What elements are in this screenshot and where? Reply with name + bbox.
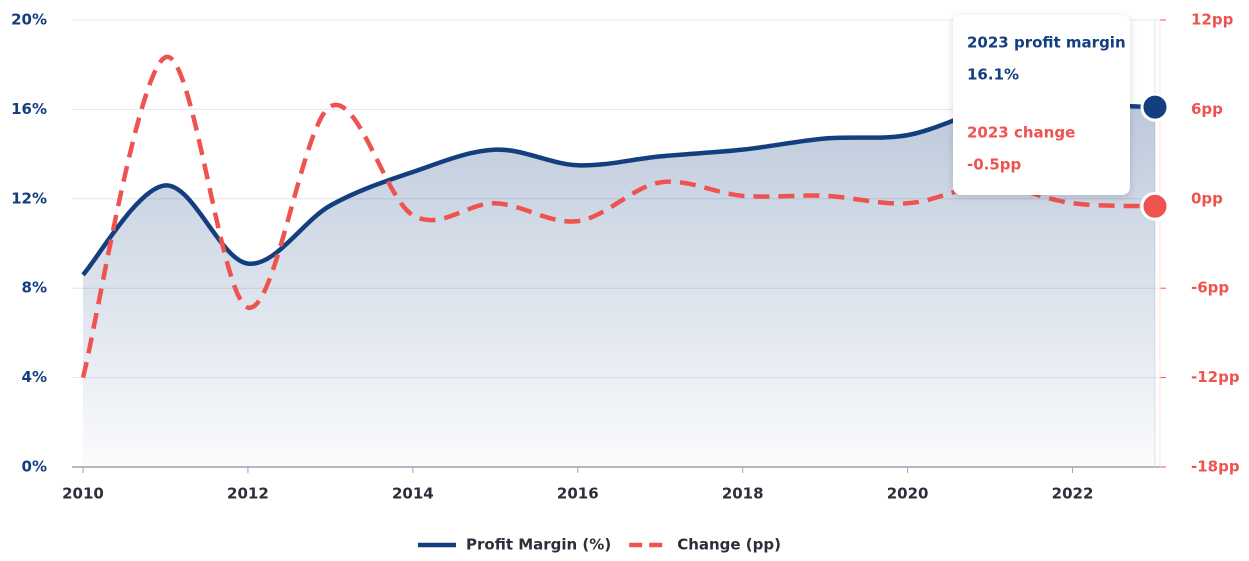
y-tick-label: 20% [11, 11, 47, 29]
x-tick-label: 2020 [887, 485, 929, 503]
y2-tick-label: -18pp [1191, 458, 1240, 476]
tooltip: 2023 profit margin 16.1% 2023 change -0.5pp [953, 15, 1130, 195]
y-tick-label: 8% [22, 279, 47, 297]
y2-tick-label: -6pp [1191, 279, 1229, 297]
tooltip-label: 2023 profit margin [967, 34, 1126, 52]
x-tick-label: 2016 [557, 485, 599, 503]
tooltip-value: -0.5pp [967, 156, 1022, 174]
tooltip-label: 2023 change [967, 124, 1075, 142]
tooltip-value: 16.1% [967, 66, 1019, 84]
x-tick-label: 2018 [722, 485, 764, 503]
x-tick-label: 2010 [62, 485, 104, 503]
y-tick-label: 16% [11, 100, 47, 118]
tooltip-box [953, 15, 1130, 195]
x-tick-label: 2022 [1052, 485, 1094, 503]
y-tick-label: 4% [22, 368, 47, 386]
end-point [1140, 191, 1170, 221]
legend: Profit Margin (%) Change (pp) [418, 536, 781, 554]
y-tick-label: 0% [22, 458, 47, 476]
y2-tick-label: -12pp [1191, 368, 1240, 386]
y2-tick-label: 6pp [1191, 100, 1223, 118]
legend-label: Profit Margin (%) [466, 536, 611, 554]
y-tick-label: 12% [11, 189, 47, 207]
x-tick-label: 2014 [392, 485, 434, 503]
y2-tick-label: 12pp [1191, 11, 1234, 29]
end-point [1140, 92, 1170, 122]
line [80, 54, 1156, 379]
x-tick-label: 2012 [227, 485, 269, 503]
y2-tick-label: 0pp [1191, 189, 1223, 207]
legend-label: Change (pp) [677, 536, 781, 554]
